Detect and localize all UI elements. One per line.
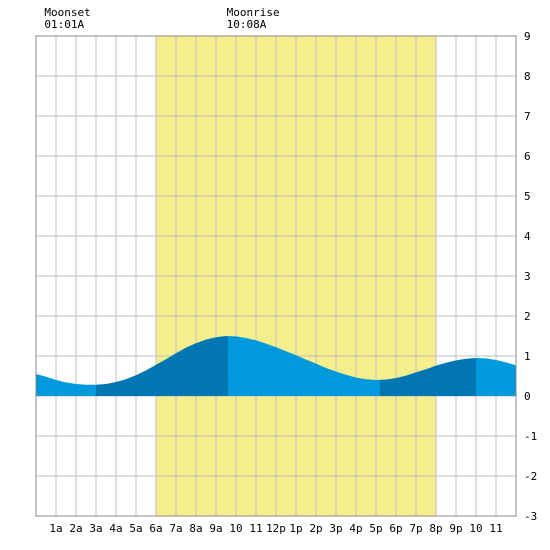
annotation-label: Moonset	[44, 6, 90, 19]
x-tick-label: 4a	[109, 522, 122, 535]
annotation-time: 01:01A	[44, 18, 84, 31]
x-tick-label: 3a	[89, 522, 102, 535]
x-tick-label: 11	[489, 522, 502, 535]
y-tick-label: 9	[524, 30, 531, 43]
y-tick-label: 8	[524, 70, 531, 83]
y-tick-label: 1	[524, 350, 531, 363]
x-tick-label: 5p	[369, 522, 382, 535]
x-tick-label: 10	[229, 522, 242, 535]
y-tick-label: 7	[524, 110, 531, 123]
y-tick-label: -2	[524, 470, 537, 483]
tide-band-light	[476, 358, 516, 396]
plot-border	[35, 35, 517, 517]
tide-band-dark	[380, 358, 476, 396]
y-tick-label: -1	[524, 430, 537, 443]
y-tick-label: 2	[524, 310, 531, 323]
x-tick-label: 11	[249, 522, 262, 535]
x-tick-label: 3p	[329, 522, 342, 535]
tide-band-light	[36, 374, 96, 396]
y-tick-label: -3	[524, 510, 537, 523]
y-tick-label: 4	[524, 230, 531, 243]
x-tick-label: 6a	[149, 522, 162, 535]
x-axis-ticks: 1a 2a 3a 4a 5a 6a 7a 8a 9a 10 11 12p 1p 2p 3p 4p 5p 6p 7p 8…	[49, 522, 502, 535]
tide-band-dark	[96, 336, 228, 396]
tide-area	[36, 336, 516, 396]
chart-grid	[36, 36, 516, 516]
x-tick-label: 9p	[449, 522, 462, 535]
x-tick-label: 7a	[169, 522, 182, 535]
tide-band-light	[228, 336, 380, 396]
x-tick-label: 2p	[309, 522, 322, 535]
x-tick-label: 1a	[49, 522, 62, 535]
x-tick-label: 12p	[266, 522, 286, 535]
x-tick-label: 6p	[389, 522, 402, 535]
x-tick-label: 8a	[189, 522, 202, 535]
y-tick-label: 5	[524, 190, 531, 203]
annotation-label: Moonrise	[227, 6, 280, 19]
annotation-time: 10:08A	[227, 18, 267, 31]
x-tick-label: 9a	[209, 522, 222, 535]
x-tick-label: 5a	[129, 522, 142, 535]
x-tick-label: 7p	[409, 522, 422, 535]
x-tick-label: 10	[469, 522, 482, 535]
x-tick-label: 1p	[289, 522, 302, 535]
x-tick-label: 4p	[349, 522, 362, 535]
x-tick-label: 2a	[69, 522, 82, 535]
y-axis-ticks: 9 8 7 6 5 4 3 2 1 0 -1 -2 -3	[524, 30, 537, 523]
y-tick-label: 0	[524, 390, 531, 403]
x-tick-label: 8p	[429, 522, 442, 535]
y-tick-label: 3	[524, 270, 531, 283]
y-tick-label: 6	[524, 150, 531, 163]
